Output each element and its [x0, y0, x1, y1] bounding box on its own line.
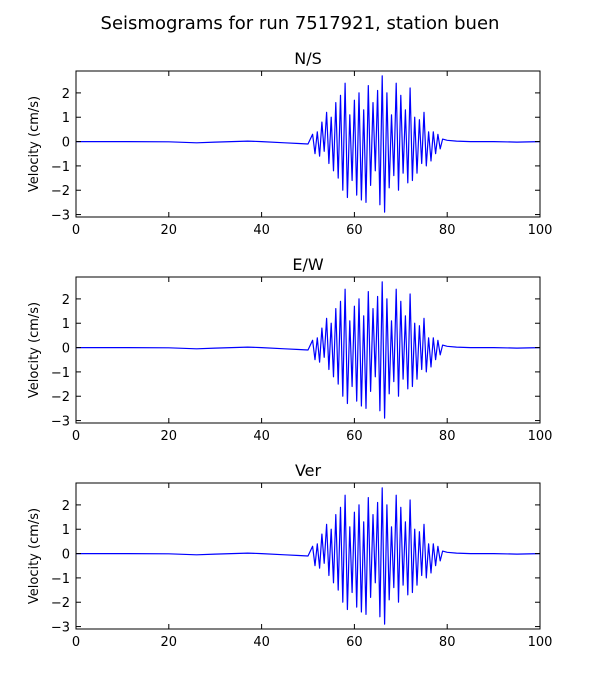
seismogram-trace: [76, 281, 541, 419]
y-axis-label: Velocity (cm/s): [27, 96, 42, 192]
panel-title: N/S: [294, 49, 322, 68]
panel-ew: E/W Velocity (cm/s) 0 20 40 60 80 100 −3 −2 −1 0 1…: [27, 255, 552, 444]
trace-layer: [76, 281, 541, 419]
x-tick-label: 20: [161, 429, 178, 444]
x-tick-label: 20: [161, 223, 178, 238]
y-tick-label: −2: [51, 596, 70, 611]
trace-layer: [76, 75, 541, 213]
y-axis-label: Velocity (cm/s): [27, 302, 42, 398]
y-tick-label: −1: [51, 366, 70, 381]
trace-layer: [76, 487, 541, 625]
y-axis-label: Velocity (cm/s): [27, 508, 42, 604]
y-tick-label: 0: [62, 136, 70, 151]
x-tick-label: 100: [528, 429, 553, 444]
figure-title: Seismograms for run 7517921, station bue…: [101, 13, 500, 34]
x-tick-label: 40: [253, 223, 270, 238]
panel-ns: N/S Velocity (cm/s) 0 20 40 60 80 100 −3 −2 −1 0 1…: [27, 49, 552, 238]
plot-frame: [75, 276, 541, 424]
panel-ver: Ver Velocity (cm/s) 0 20 40 60 80 100 −3 −2 −1 0 1…: [27, 461, 552, 650]
y-tick-label: 1: [62, 523, 70, 538]
x-tick-label: 100: [528, 635, 553, 650]
y-tick-label: 0: [62, 548, 70, 563]
x-tick-label: 20: [161, 635, 178, 650]
plot-frame: [75, 70, 541, 218]
panel-title: Ver: [295, 461, 322, 480]
x-tick-label: 60: [346, 635, 363, 650]
y-tick-label: −1: [51, 160, 70, 175]
y-tick-label: −3: [51, 415, 70, 430]
tick-layer: 0 20 40 60 80 100 −3 −2 −1 0 1 2: [51, 483, 553, 650]
y-tick-label: 2: [62, 293, 70, 308]
seismogram-trace: [76, 487, 541, 625]
y-tick-label: −2: [51, 184, 70, 199]
x-tick-label: 0: [72, 429, 80, 444]
x-tick-label: 60: [346, 223, 363, 238]
x-tick-label: 80: [439, 635, 456, 650]
y-tick-label: 0: [62, 342, 70, 357]
seismogram-trace: [76, 75, 541, 213]
plot-frame: [75, 482, 541, 630]
x-tick-label: 80: [439, 223, 456, 238]
x-tick-label: 40: [253, 429, 270, 444]
tick-layer: 0 20 40 60 80 100 −3 −2 −1 0 1 2: [51, 277, 553, 444]
y-tick-label: 1: [62, 111, 70, 126]
x-tick-label: 80: [439, 429, 456, 444]
y-tick-label: −3: [51, 621, 70, 636]
x-tick-label: 100: [528, 223, 553, 238]
tick-layer: 0 20 40 60 80 100 −3 −2 −1 0 1 2: [51, 71, 553, 238]
y-tick-label: 2: [62, 87, 70, 102]
panel-title: E/W: [292, 255, 324, 274]
y-tick-label: −1: [51, 572, 70, 587]
x-tick-label: 0: [72, 223, 80, 238]
y-tick-label: −2: [51, 390, 70, 405]
x-tick-label: 40: [253, 635, 270, 650]
x-tick-label: 60: [346, 429, 363, 444]
y-tick-label: −3: [51, 209, 70, 224]
y-tick-label: 2: [62, 499, 70, 514]
x-tick-label: 0: [72, 635, 80, 650]
y-tick-label: 1: [62, 317, 70, 332]
